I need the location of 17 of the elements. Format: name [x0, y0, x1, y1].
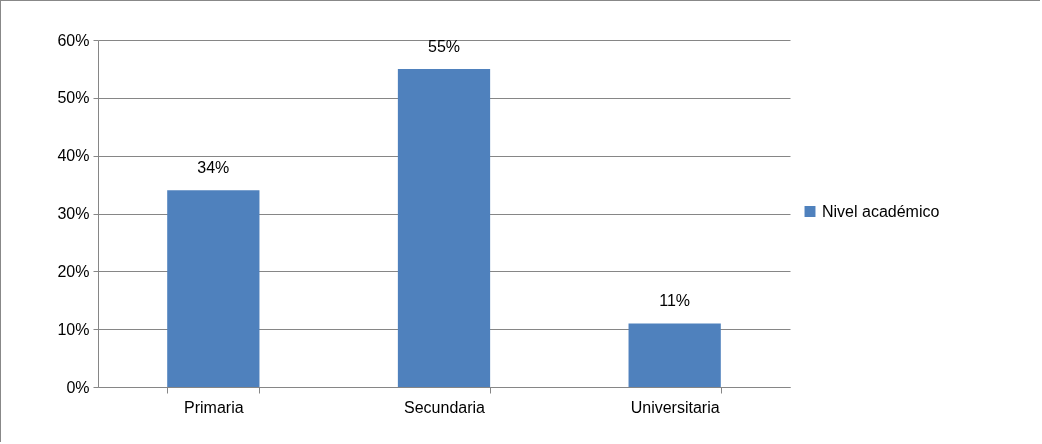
bar — [397, 68, 491, 387]
y-tick-label: 50% — [57, 89, 90, 107]
y-tick-label: 60% — [57, 31, 90, 49]
x-tick-label: Primaria — [184, 398, 244, 416]
bar — [167, 190, 260, 387]
data-label: 34% — [197, 159, 230, 177]
legend-label: Nivel académico — [822, 202, 940, 220]
y-tick-label: 0% — [66, 378, 90, 396]
y-tick-label: 40% — [57, 147, 90, 165]
data-label: 55% — [427, 37, 461, 55]
y-tick-label: 20% — [57, 262, 90, 280]
bar — [628, 323, 721, 387]
y-tick-label: 30% — [57, 205, 90, 222]
x-tick-label: Universitaria — [630, 398, 720, 416]
data-label: 11% — [659, 292, 691, 310]
y-tick-label: 10% — [57, 320, 90, 338]
x-tick-label: Secundaria — [404, 398, 486, 416]
